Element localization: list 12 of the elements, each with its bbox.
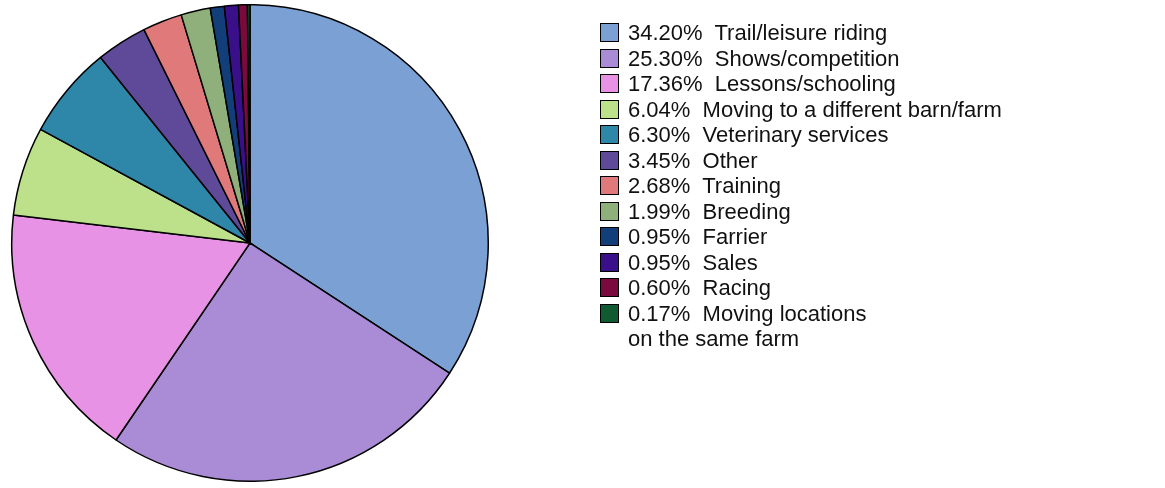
legend-label: 6.04% Moving to a different barn/farm (628, 96, 1002, 122)
legend-label: 0.95% Sales (628, 249, 758, 275)
legend-label: 0.95% Farrier (628, 224, 768, 250)
legend-label: 3.45% Other (628, 147, 758, 173)
legend-label: 25.30% Shows/competition (628, 45, 900, 71)
legend-label: 2.68% Training (628, 173, 781, 199)
legend-label: 1.99% Breeding (628, 198, 791, 224)
legend-label: 17.36% Lessons/schooling (628, 71, 896, 97)
legend-label: 0.60% Racing (628, 275, 772, 301)
legend-label: 0.17% Moving locations on the same farm (628, 300, 868, 352)
legend-label: 6.30% Veterinary services (628, 122, 889, 148)
legend-label: 34.20% Trail/leisure riding (628, 20, 888, 46)
